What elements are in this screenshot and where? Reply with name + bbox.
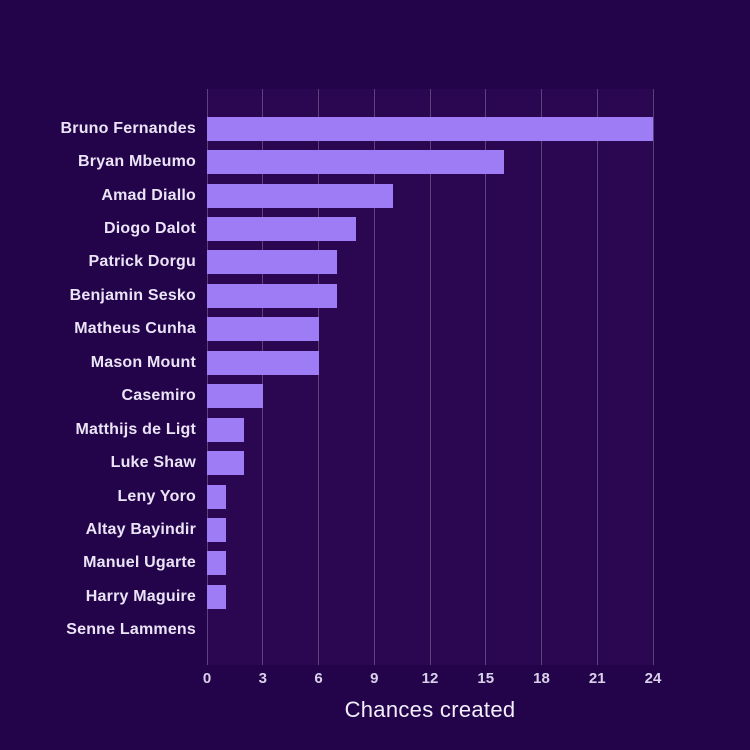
player-label: Matheus Cunha	[74, 320, 196, 338]
player-label: Mason Mount	[90, 353, 196, 371]
player-label: Harry Maguire	[85, 587, 196, 605]
player-label: Leny Yoro	[117, 487, 196, 505]
player-label: Diogo Dalot	[104, 220, 196, 238]
x-tick-label: 6	[314, 670, 323, 687]
bar-row: Matthijs de Ligt	[75, 413, 653, 446]
bar-row: Benjamin Sesko	[70, 279, 653, 312]
plot-area: Bruno Fernandes Bryan Mbeumo Amad Diallo…	[61, 89, 654, 665]
bar	[207, 417, 245, 442]
bar-row: Amad Diallo	[101, 179, 653, 212]
bar	[207, 183, 393, 208]
x-tick-label: 3	[258, 670, 267, 687]
bar	[207, 484, 226, 509]
bar-row: Leny Yoro	[117, 480, 653, 513]
x-tick-label: 24	[644, 670, 662, 687]
bar-row: Manuel Ugarte	[83, 547, 653, 580]
bar-row: Bruno Fernandes	[61, 112, 653, 145]
gridline	[429, 89, 431, 665]
player-label: Matthijs de Ligt	[75, 420, 196, 438]
bar-row: Matheus Cunha	[74, 313, 653, 346]
player-label: Amad Diallo	[101, 186, 196, 204]
bar-row: Casemiro	[121, 380, 653, 413]
x-tick-label: 12	[421, 670, 439, 687]
bar	[207, 283, 338, 308]
x-tick-label: 21	[588, 670, 606, 687]
bar	[207, 350, 319, 375]
bar	[207, 551, 226, 576]
gridline	[262, 89, 264, 665]
x-tick-label: 0	[202, 670, 212, 687]
player-label: Luke Shaw	[110, 454, 196, 472]
gridline	[596, 89, 598, 665]
bar	[207, 584, 226, 609]
bar	[207, 384, 263, 409]
gridline	[541, 89, 542, 665]
x-axis-label: Chances created	[344, 697, 516, 722]
gridline	[206, 89, 208, 665]
bar-row: Altay Bayindir	[86, 513, 653, 546]
bar-row: Mason Mount	[91, 346, 653, 379]
bar	[207, 517, 226, 542]
x-tick-label: 18	[533, 670, 550, 687]
bar	[207, 116, 653, 141]
bar	[207, 150, 505, 175]
bar	[207, 317, 319, 342]
player-label: Senne Lammens	[66, 621, 196, 639]
bar	[207, 217, 356, 242]
player-label: Patrick Dorgu	[88, 253, 196, 271]
player-label: Manuel Ugarte	[83, 554, 196, 572]
x-tick-label: 9	[370, 670, 379, 687]
player-label: Casemiro	[121, 387, 196, 405]
bar-row: Luke Shaw	[111, 446, 653, 479]
bar-rows: Bruno Fernandes Bryan Mbeumo Amad Diallo…	[61, 89, 653, 665]
player-label: Benjamin Sesko	[69, 286, 196, 304]
bar	[207, 451, 245, 476]
gridline	[485, 89, 487, 665]
player-label: Bryan Mbeumo	[78, 153, 196, 171]
bar-row: Diogo Dalot	[104, 212, 653, 245]
gridline	[318, 89, 319, 665]
gridline	[373, 89, 375, 665]
bar	[207, 250, 338, 275]
bar-row: Bryan Mbeumo	[78, 145, 653, 178]
gridline	[652, 89, 654, 665]
bar-row: Senne Lammens	[66, 614, 653, 647]
x-tick-label: 15	[477, 670, 495, 687]
player-label: Altay Bayindir	[85, 520, 196, 538]
player-label: Bruno Fernandes	[60, 119, 196, 137]
bar-row: Harry Maguire	[86, 580, 653, 613]
bar-row: Patrick Dorgu	[88, 246, 653, 279]
